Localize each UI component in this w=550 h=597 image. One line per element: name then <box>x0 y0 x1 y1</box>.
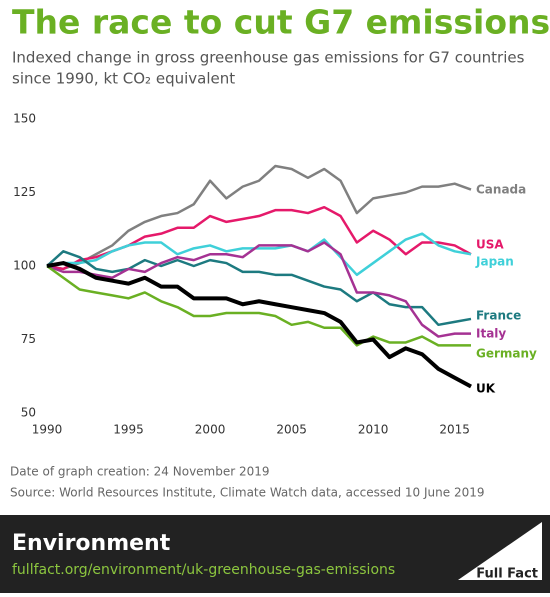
x-tick-label: 1995 <box>113 423 144 437</box>
y-tick-label: 50 <box>21 406 36 420</box>
chart-title: The race to cut G7 emissions <box>12 3 550 42</box>
subtitle: since 1990, kt CO₂ equivalent <box>12 70 235 88</box>
series-line <box>46 241 471 338</box>
series-label: UK <box>476 382 496 396</box>
y-tick-label: 75 <box>21 332 36 346</box>
series-label: Canada <box>476 183 526 197</box>
x-tick-label: 2015 <box>439 423 470 437</box>
footer-url[interactable]: fullfact.org/environment/uk-greenhouse-g… <box>12 562 395 578</box>
series-label: Germany <box>476 347 537 361</box>
logo-shape <box>458 522 542 580</box>
x-tick-label: 1990 <box>32 423 63 437</box>
series-label: Japan <box>475 255 514 269</box>
series-line <box>46 250 472 327</box>
x-tick-label: 2010 <box>358 423 389 437</box>
subtitle: Indexed change in gross greenhouse gas e… <box>12 49 525 67</box>
series-line <box>46 232 472 277</box>
x-tick-label: 2005 <box>276 423 307 437</box>
note: Date of graph creation: 24 November 2019 <box>10 465 270 479</box>
y-tick-label: 125 <box>13 185 36 199</box>
series-line <box>46 261 472 389</box>
y-tick-label: 150 <box>13 112 36 126</box>
series-line <box>46 164 472 271</box>
series-line <box>46 264 471 347</box>
series-label: USA <box>476 238 504 252</box>
logo: Full Fact <box>476 567 538 582</box>
footer-section: Environment <box>12 531 171 556</box>
y-tick-label: 100 <box>13 259 36 273</box>
series-label: France <box>476 309 521 323</box>
x-tick-label: 2000 <box>195 423 226 437</box>
series-label: Italy <box>476 327 506 341</box>
note: Source: World Resources Institute, Clima… <box>10 486 484 500</box>
